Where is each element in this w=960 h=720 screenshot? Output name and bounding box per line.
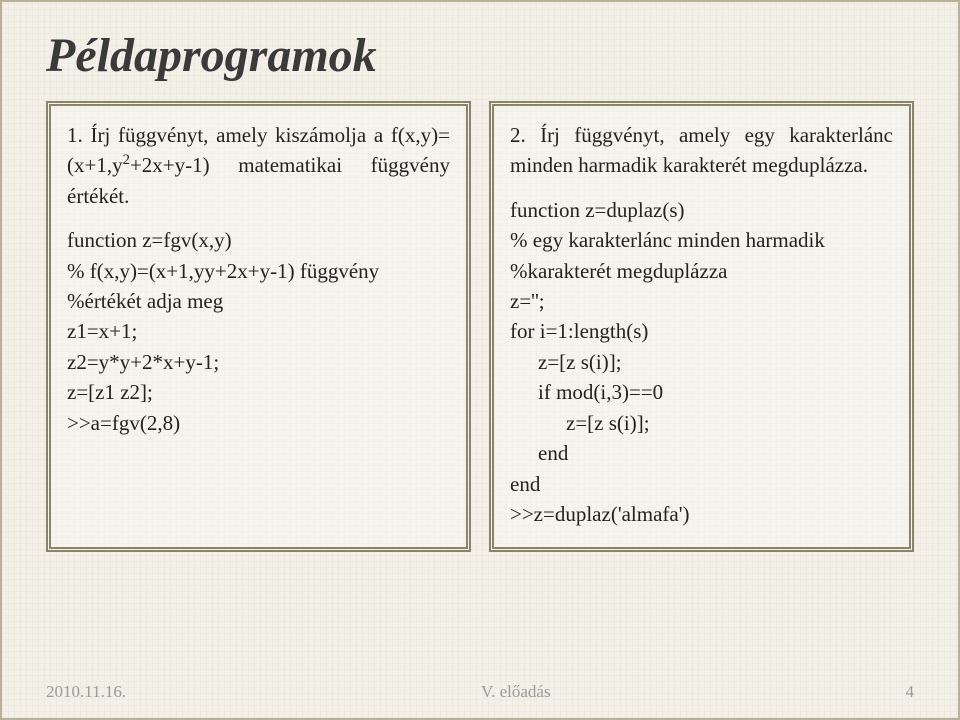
slide: Példaprogramok 1. Írj függvényt, amely k… <box>0 0 960 720</box>
left-code: function z=fgv(x,y) % f(x,y)=(x+1,yy+2x+… <box>67 225 450 438</box>
code-line: end <box>510 469 893 499</box>
slide-title: Példaprogramok <box>46 30 914 83</box>
code-line: z2=y*y+2*x+y-1; <box>67 347 450 377</box>
code-line: z1=x+1; <box>67 316 450 346</box>
footer-center: V. előadás <box>481 682 551 702</box>
footer-date: 2010.11.16. <box>46 682 126 702</box>
right-code: function z=duplaz(s) % egy karakterlánc … <box>510 195 893 530</box>
footer-page: 4 <box>906 682 915 702</box>
left-prompt-sup: 2 <box>123 152 130 168</box>
left-column: 1. Írj függvényt, amely kiszámolja a f(x… <box>46 101 471 553</box>
code-line: z=[z s(i)]; <box>510 408 893 438</box>
footer: 2010.11.16. V. előadás 4 <box>46 682 914 702</box>
code-line: function z=fgv(x,y) <box>67 225 450 255</box>
code-line: z=[z s(i)]; <box>510 347 893 377</box>
right-prompt: 2. Írj függvényt, amely egy karakterlánc… <box>510 120 893 181</box>
left-prompt: 1. Írj függvényt, amely kiszámolja a f(x… <box>67 120 450 211</box>
code-line: %értékét adja meg <box>67 286 450 316</box>
code-line: % egy karakterlánc minden harmadik <box>510 225 893 255</box>
code-line: if mod(i,3)==0 <box>510 377 893 407</box>
code-line: >>a=fgv(2,8) <box>67 408 450 438</box>
code-line: %karakterét megduplázza <box>510 256 893 286</box>
code-line: >>z=duplaz('almafa') <box>510 499 893 529</box>
code-line: end <box>510 438 893 468</box>
code-line: z=[z1 z2]; <box>67 377 450 407</box>
right-column: 2. Írj függvényt, amely egy karakterlánc… <box>489 101 914 553</box>
code-line: for i=1:length(s) <box>510 316 893 346</box>
code-line: % f(x,y)=(x+1,yy+2x+y-1) függvény <box>67 256 450 286</box>
content-columns: 1. Írj függvényt, amely kiszámolja a f(x… <box>46 101 914 553</box>
code-line: z=''; <box>510 286 893 316</box>
code-line: function z=duplaz(s) <box>510 195 893 225</box>
